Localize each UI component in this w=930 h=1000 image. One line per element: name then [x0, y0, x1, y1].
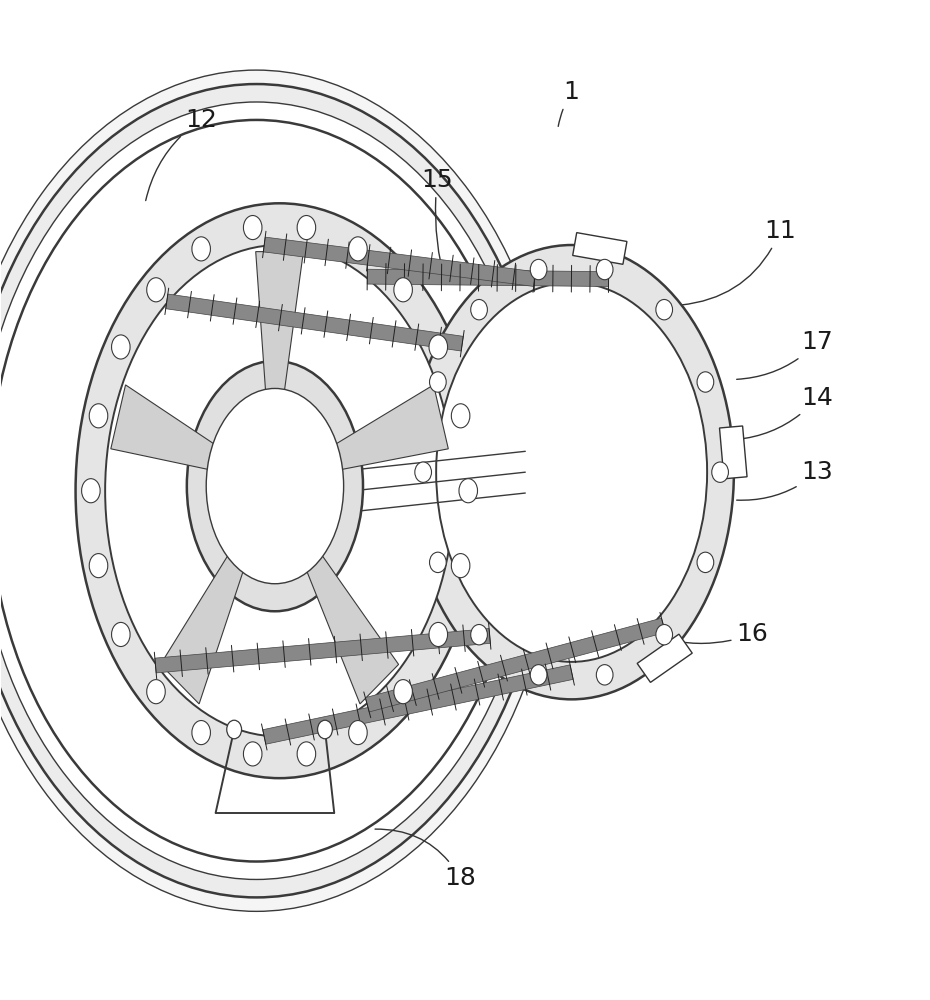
- Ellipse shape: [711, 462, 728, 482]
- Ellipse shape: [409, 245, 734, 699]
- Ellipse shape: [393, 278, 412, 302]
- Polygon shape: [573, 233, 627, 264]
- Ellipse shape: [698, 552, 713, 573]
- Polygon shape: [111, 385, 216, 470]
- Ellipse shape: [0, 102, 537, 879]
- Ellipse shape: [227, 720, 242, 739]
- Ellipse shape: [112, 335, 130, 359]
- Ellipse shape: [192, 721, 210, 745]
- Text: 1: 1: [558, 80, 579, 126]
- Polygon shape: [365, 618, 665, 712]
- Ellipse shape: [459, 479, 477, 503]
- Ellipse shape: [349, 237, 367, 261]
- Ellipse shape: [451, 404, 470, 428]
- Ellipse shape: [596, 259, 613, 280]
- Ellipse shape: [656, 299, 672, 320]
- Polygon shape: [256, 252, 303, 393]
- Polygon shape: [263, 665, 573, 744]
- Polygon shape: [720, 426, 747, 479]
- Text: 12: 12: [146, 108, 217, 201]
- Polygon shape: [155, 629, 490, 673]
- Ellipse shape: [105, 245, 454, 736]
- Ellipse shape: [530, 665, 547, 685]
- Ellipse shape: [244, 215, 262, 240]
- Ellipse shape: [298, 215, 315, 240]
- Ellipse shape: [147, 680, 166, 704]
- Ellipse shape: [317, 720, 332, 739]
- Text: 14: 14: [737, 386, 833, 439]
- Ellipse shape: [471, 624, 487, 645]
- Ellipse shape: [530, 259, 547, 280]
- Ellipse shape: [147, 278, 166, 302]
- Ellipse shape: [436, 282, 707, 662]
- Text: 18: 18: [375, 829, 476, 890]
- Ellipse shape: [0, 84, 550, 897]
- Ellipse shape: [656, 624, 672, 645]
- Ellipse shape: [430, 552, 446, 573]
- Polygon shape: [306, 554, 399, 704]
- Ellipse shape: [206, 388, 343, 584]
- Ellipse shape: [192, 237, 210, 261]
- Text: 13: 13: [737, 460, 833, 500]
- Ellipse shape: [451, 554, 470, 578]
- Ellipse shape: [429, 335, 447, 359]
- Ellipse shape: [349, 721, 367, 745]
- Ellipse shape: [596, 665, 613, 685]
- Ellipse shape: [82, 479, 100, 503]
- Ellipse shape: [187, 361, 363, 611]
- Ellipse shape: [698, 372, 713, 392]
- Ellipse shape: [75, 203, 484, 778]
- Ellipse shape: [112, 622, 130, 647]
- Ellipse shape: [430, 372, 446, 392]
- Ellipse shape: [471, 299, 487, 320]
- Polygon shape: [367, 269, 608, 287]
- Polygon shape: [166, 294, 463, 351]
- Polygon shape: [161, 554, 244, 704]
- Ellipse shape: [429, 622, 447, 647]
- Polygon shape: [263, 237, 536, 286]
- Text: 17: 17: [737, 330, 833, 379]
- Ellipse shape: [393, 680, 412, 704]
- Text: 15: 15: [421, 168, 453, 284]
- Text: 11: 11: [681, 219, 796, 305]
- Ellipse shape: [89, 404, 108, 428]
- Ellipse shape: [415, 462, 432, 482]
- Text: 16: 16: [606, 604, 768, 646]
- Ellipse shape: [0, 70, 560, 911]
- Ellipse shape: [244, 742, 262, 766]
- Polygon shape: [334, 385, 448, 470]
- Polygon shape: [637, 634, 692, 682]
- Ellipse shape: [298, 742, 315, 766]
- Ellipse shape: [89, 554, 108, 578]
- Ellipse shape: [0, 120, 524, 862]
